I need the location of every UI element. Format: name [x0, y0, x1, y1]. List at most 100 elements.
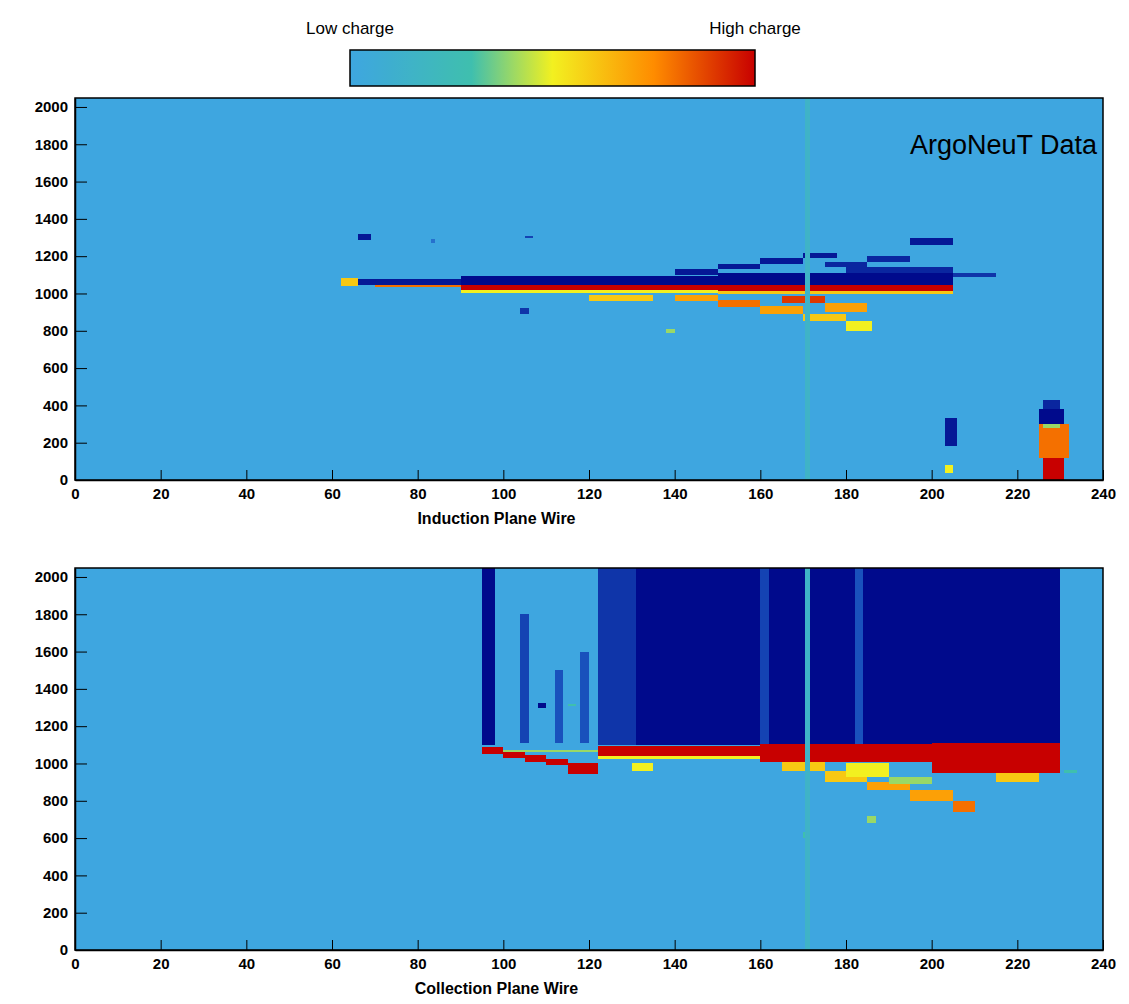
x-tick-mark [503, 940, 504, 950]
x-tick-label: 200 [920, 955, 945, 972]
charge-cell [520, 614, 529, 743]
y-tick: 1600 [35, 643, 87, 660]
charge-cell [718, 291, 954, 295]
y-tick: 1000 [35, 755, 87, 772]
x-tick-mark [1017, 940, 1018, 950]
x-tick-label: 60 [324, 955, 341, 972]
x-tick: 180 [834, 940, 859, 972]
y-axis-line [75, 569, 77, 951]
x-tick-label: 160 [748, 955, 773, 972]
y-tick-label: 0 [60, 471, 68, 488]
x-tick-mark [1103, 470, 1104, 480]
charge-cell [632, 763, 653, 770]
x-tick-label: 20 [153, 955, 170, 972]
y-tick-mark [75, 875, 87, 876]
y-tick-label: 600 [43, 359, 68, 376]
x-tick: 140 [663, 470, 688, 502]
x-tick-mark [418, 470, 419, 480]
x-tick-mark [1103, 940, 1104, 950]
x-tick-mark [246, 940, 247, 950]
y-tick-label: 0 [60, 941, 68, 958]
y-tick-mark [75, 689, 87, 690]
y-tick: 1200 [35, 717, 87, 734]
charge-cell [675, 269, 718, 275]
colorbar: Low charge High charge [306, 19, 801, 86]
y-tick-mark [75, 913, 87, 914]
charge-cell [825, 262, 868, 268]
y-tick-label: 1800 [35, 136, 68, 153]
charge-cell [718, 264, 761, 270]
charge-cell [1039, 409, 1065, 424]
y-tick-mark [75, 256, 87, 257]
charge-cell [932, 743, 1061, 773]
charge-cell [910, 238, 953, 245]
charge-cell [782, 296, 825, 303]
x-tick-label: 220 [1005, 485, 1030, 502]
x-tick-label: 120 [577, 485, 602, 502]
annotation: ArgoNeuT Data [910, 130, 1098, 160]
y-tick: 800 [43, 792, 87, 809]
y-tick-mark [75, 368, 87, 369]
charge-cell [1064, 770, 1077, 773]
charge-cell [945, 418, 958, 446]
x-tick: 40 [238, 940, 255, 972]
charge-cell [760, 258, 803, 264]
charge-cell [846, 763, 889, 776]
y-axis-line [75, 99, 77, 481]
charge-cell [589, 295, 653, 301]
charge-cell [805, 568, 809, 950]
y-tick: 1800 [35, 606, 87, 623]
y-tick-label: 200 [43, 904, 68, 921]
colorbar-label: Low charge [306, 19, 394, 38]
x-tick-mark [332, 470, 333, 480]
x-tick-label: 220 [1005, 955, 1030, 972]
y-tick: 200 [43, 434, 87, 451]
charge-cell [461, 285, 718, 290]
y-tick-mark [75, 726, 87, 727]
y-tick-label: 1800 [35, 606, 68, 623]
y-tick-label: 1400 [35, 680, 68, 697]
y-tick: 1400 [35, 210, 87, 227]
charge-cell [482, 568, 495, 745]
charge-cell [520, 308, 529, 314]
x-tick: 120 [577, 940, 602, 972]
x-tick: 60 [324, 470, 341, 502]
x-tick: 220 [1005, 940, 1030, 972]
charge-cell [525, 236, 534, 238]
y-tick-mark [75, 577, 87, 578]
charge-cell [568, 763, 598, 774]
charge-cell [482, 747, 503, 754]
x-tick-label: 100 [491, 485, 516, 502]
x-tick-mark [760, 940, 761, 950]
y-tick-mark [75, 950, 87, 951]
x-tick: 160 [748, 940, 773, 972]
charge-cell [718, 285, 954, 291]
charge-cell [889, 777, 932, 784]
y-tick: 200 [43, 904, 87, 921]
charge-cell [461, 290, 718, 293]
x-tick: 240 [1091, 470, 1116, 502]
x-tick: 60 [324, 940, 341, 972]
x-tick-label: 180 [834, 485, 859, 502]
charge-cell [855, 568, 864, 745]
colorbar-label: High charge [709, 19, 801, 38]
y-tick: 1800 [35, 136, 87, 153]
x-tick-mark [332, 940, 333, 950]
charge-cell [1043, 458, 1064, 480]
charge-cell [636, 568, 1060, 745]
y-tick-mark [75, 182, 87, 183]
y-tick-mark [75, 331, 87, 332]
charge-cell [945, 465, 954, 472]
x-tick-mark [846, 940, 847, 950]
y-tick: 1200 [35, 247, 87, 264]
y-tick-label: 1000 [35, 285, 68, 302]
x-tick-mark [503, 470, 504, 480]
x-tick: 120 [577, 470, 602, 502]
charge-cell [1043, 400, 1060, 409]
colorbar-scale [350, 50, 755, 86]
charge-cell [805, 98, 809, 480]
y-tick-label: 600 [43, 829, 68, 846]
plot-area [75, 568, 1103, 950]
y-tick-label: 400 [43, 867, 68, 884]
x-tick: 20 [153, 470, 170, 502]
